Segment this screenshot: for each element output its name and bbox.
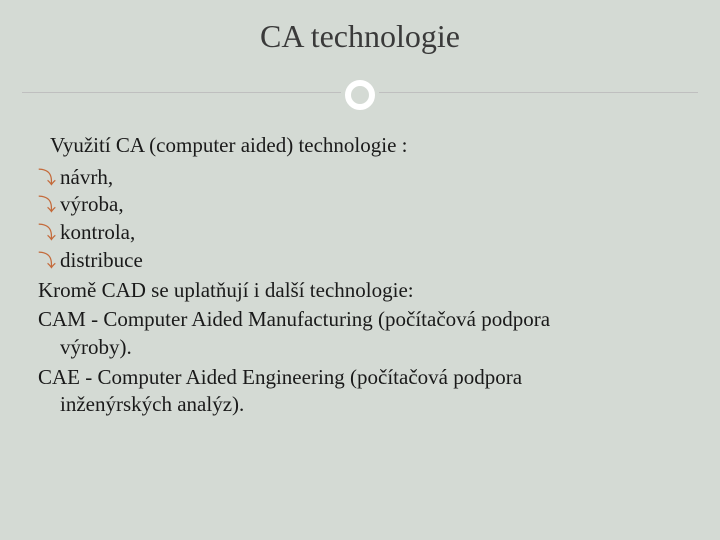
- list-item: ⤵ výroba,: [38, 191, 682, 219]
- paragraph-cont: inženýrských analýz).: [38, 391, 682, 419]
- para-text: inženýrských analýz).: [60, 392, 244, 416]
- title-area: CA technologie: [0, 18, 720, 55]
- slide-title: CA technologie: [0, 18, 720, 55]
- para-text: CAE - Computer Aided Engineering (počíta…: [38, 365, 522, 389]
- bullet-list: ⤵ návrh, ⤵ výroba, ⤵ kontrola, ⤵ distrib…: [38, 164, 682, 275]
- bullet-text: distribuce: [60, 247, 143, 275]
- paragraph: Kromě CAD se uplatňují i další technolog…: [38, 277, 682, 305]
- list-item: ⤵ kontrola,: [38, 219, 682, 247]
- para-text: Kromě CAD se uplatňují i další technolog…: [38, 278, 414, 302]
- content-area: Využití CA (computer aided) technologie …: [38, 132, 682, 419]
- bullet-icon: ⤵: [38, 167, 60, 191]
- bullet-icon: ⤵: [38, 250, 60, 274]
- para-text: CAM - Computer Aided Manufacturing (počí…: [38, 307, 550, 331]
- slide: CA technologie Využití CA (computer aide…: [0, 0, 720, 540]
- paragraph: CAE - Computer Aided Engineering (počíta…: [38, 364, 682, 392]
- paragraph: CAM - Computer Aided Manufacturing (počí…: [38, 306, 682, 334]
- list-item: ⤵ distribuce: [38, 247, 682, 275]
- bullet-icon: ⤵: [38, 222, 60, 246]
- bullet-text: návrh,: [60, 164, 113, 192]
- bullet-text: kontrola,: [60, 219, 135, 247]
- ring-ornament: [341, 76, 379, 114]
- intro-text: Využití CA (computer aided) technologie …: [50, 132, 682, 160]
- ring-icon: [345, 80, 375, 110]
- bullet-icon: ⤵: [38, 194, 60, 218]
- paragraph-cont: výroby).: [38, 334, 682, 362]
- list-item: ⤵ návrh,: [38, 164, 682, 192]
- para-text: výroby).: [60, 335, 132, 359]
- bullet-text: výroba,: [60, 191, 124, 219]
